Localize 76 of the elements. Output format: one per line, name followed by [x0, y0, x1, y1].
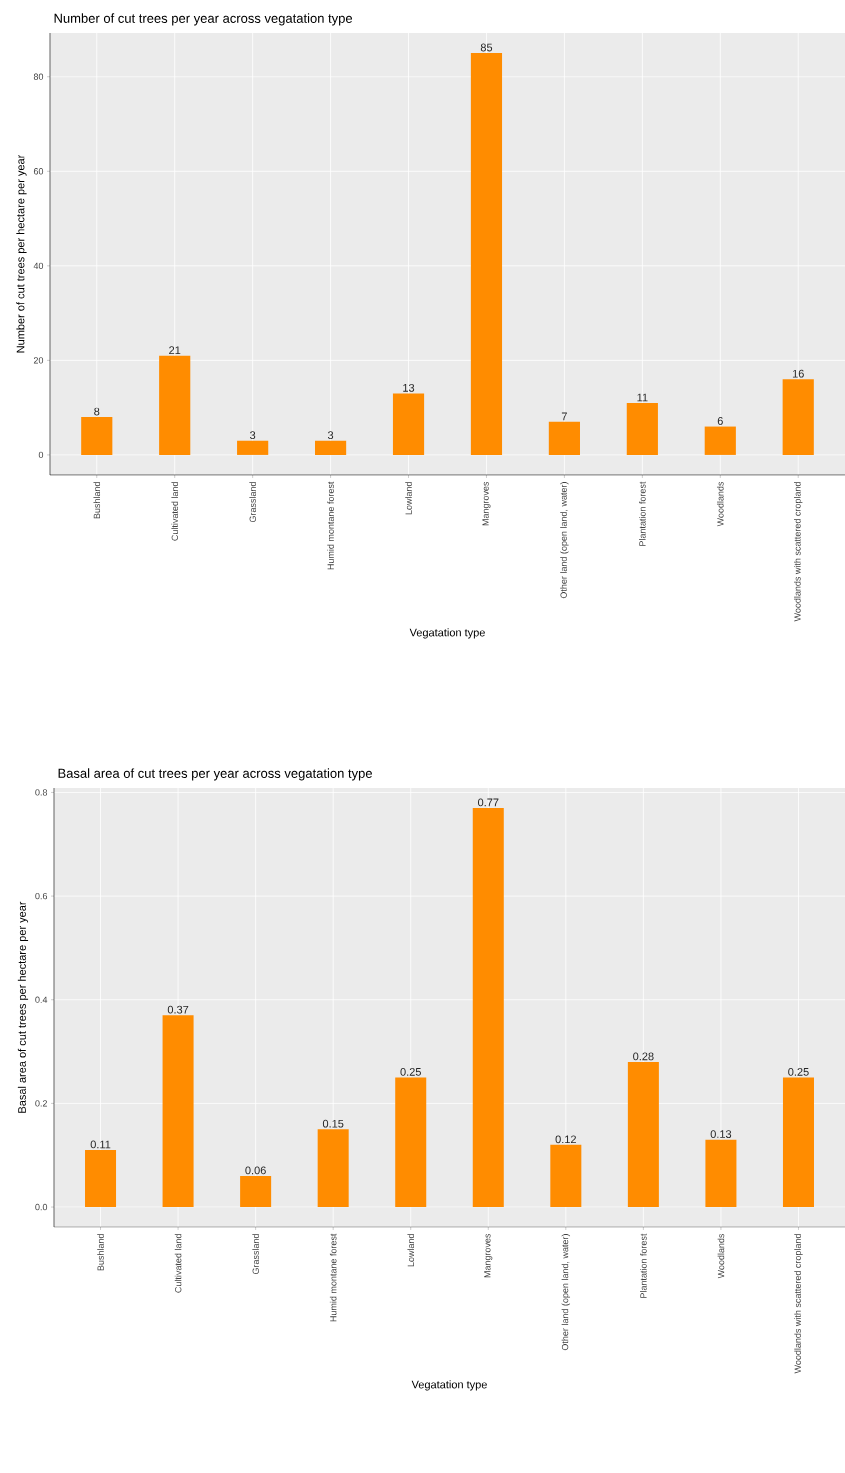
y-tick-label: 20 — [33, 357, 44, 364]
bar — [470, 53, 503, 455]
data-label: 8 — [94, 407, 100, 416]
x-tick-label: Other land (open land, water) — [560, 482, 569, 599]
bar — [704, 426, 736, 455]
y-axis-title: Number of cut trees per hectare per year — [16, 154, 27, 353]
bar — [159, 355, 191, 455]
x-tick-label: Lowland — [405, 482, 412, 515]
y-tick-label: 40 — [33, 262, 44, 270]
x-tick-label: Lowland — [407, 1234, 415, 1267]
data-label: 0.25 — [788, 1068, 809, 1076]
bar — [162, 1015, 194, 1208]
data-label: 0.77 — [478, 798, 499, 807]
data-label: 0.11 — [90, 1140, 111, 1149]
bar — [782, 1077, 814, 1208]
x-tick-label: Woodlands with scattered cropland — [794, 482, 803, 622]
chart-title: Basal area of cut trees per year across vegatation type — [58, 768, 372, 781]
data-label: 0.12 — [555, 1135, 576, 1144]
x-tick-label: Grassland — [249, 482, 256, 523]
x-tick-label: Humid montane forest — [329, 1233, 337, 1322]
x-tick-label: Grassland — [252, 1234, 259, 1275]
x-axis-title: Vegatation type — [409, 628, 485, 639]
data-label: 3 — [327, 431, 334, 440]
y-tick-label: 0.6 — [35, 892, 48, 900]
bar — [237, 440, 269, 455]
x-tick-label: Woodlands — [716, 481, 724, 527]
y-tick-label: 60 — [33, 168, 44, 175]
y-tick-label: 0.8 — [35, 789, 48, 796]
bar — [782, 379, 814, 455]
y-axis-title: Basal area of cut trees per hectare per year — [17, 901, 29, 1113]
data-label: 85 — [480, 43, 493, 52]
bar — [315, 440, 347, 455]
data-label: 16 — [792, 369, 804, 378]
y-tick-label: 0 — [38, 451, 44, 459]
x-tick-label: Woodlands with scattered cropland — [794, 1234, 803, 1374]
data-label: 0.13 — [710, 1130, 732, 1138]
bar — [626, 402, 658, 455]
y-tick-label: 0.4 — [35, 996, 48, 1003]
x-tick-label: Mangroves — [484, 1233, 493, 1278]
x-tick-label: Cultivated land — [171, 482, 179, 541]
x-tick-label: Plantation forest — [640, 1233, 647, 1298]
y-tick-label: 80 — [33, 73, 44, 80]
y-tick-label: 0.0 — [35, 1203, 48, 1211]
data-label: 0.37 — [167, 1005, 189, 1014]
x-tick-label: Mangroves — [482, 481, 491, 526]
x-axis-title: Vegatation type — [411, 1380, 487, 1391]
x-tick-label: Woodlands — [717, 1233, 725, 1279]
data-label: 13 — [403, 383, 415, 392]
bar — [472, 807, 504, 1208]
x-tick-label: Bushland — [93, 482, 101, 519]
data-label: 0.28 — [633, 1052, 654, 1061]
bar — [85, 1150, 117, 1208]
data-label: 21 — [169, 346, 181, 354]
data-label: 3 — [250, 431, 256, 440]
bar — [627, 1061, 659, 1208]
bar — [548, 421, 580, 455]
x-tick-label: Cultivated land — [174, 1234, 182, 1293]
x-tick-label: Bushland — [97, 1234, 104, 1271]
bar — [550, 1144, 582, 1208]
bar — [392, 393, 425, 455]
bar — [395, 1077, 427, 1208]
bar — [317, 1129, 349, 1208]
chart-title: Number of cut trees per year across vegatation type — [54, 13, 353, 26]
data-label: 7 — [561, 412, 567, 421]
data-label: 0.06 — [245, 1166, 266, 1175]
data-label: 6 — [717, 417, 723, 425]
bar — [240, 1175, 272, 1208]
data-label: 11 — [637, 393, 648, 402]
data-label: 0.25 — [400, 1068, 421, 1076]
x-tick-label: Humid montane forest — [327, 481, 334, 570]
data-label: 0.15 — [322, 1119, 344, 1128]
bar — [81, 417, 113, 455]
x-tick-label: Plantation forest — [639, 481, 646, 546]
y-tick-label: 0.2 — [35, 1100, 48, 1107]
bar — [705, 1139, 737, 1208]
x-tick-label: Other land (open land, water) — [561, 1234, 571, 1351]
